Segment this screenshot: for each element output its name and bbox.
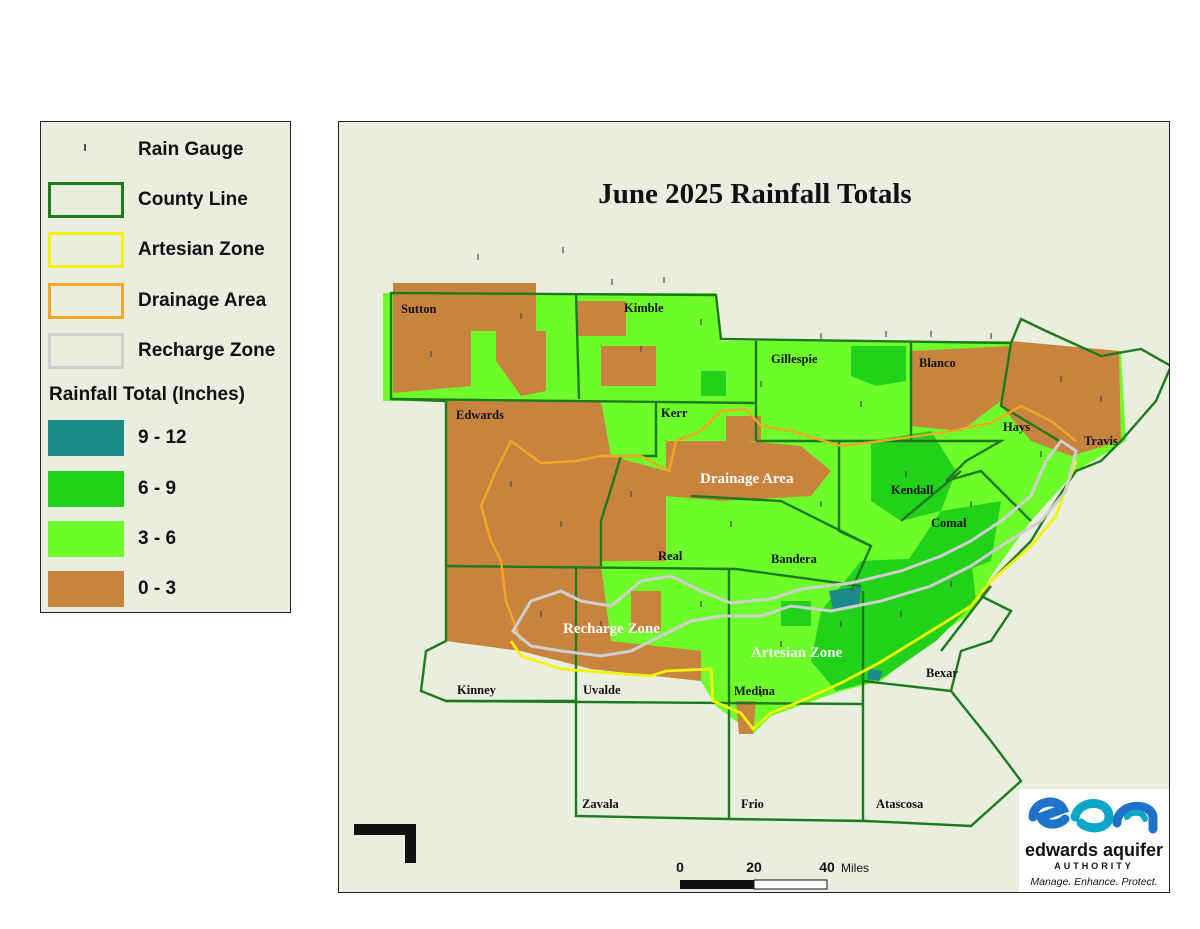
county-label-atascosa: Atascosa — [876, 797, 924, 811]
county-label-kerr: Kerr — [661, 406, 688, 420]
scale-unit: Miles — [841, 861, 869, 875]
scale-tick-40: 40 — [819, 859, 835, 875]
county-label-bexar: Bexar — [926, 666, 958, 680]
county-label-comal: Comal — [931, 516, 967, 530]
logo-tagline: Manage. Enhance. Protect. — [1030, 876, 1158, 888]
rain-gauge-icon — [84, 144, 86, 151]
legend-label: 0 - 3 — [138, 578, 177, 599]
scale-tick-0: 0 — [676, 859, 684, 875]
county-label-sutton: Sutton — [401, 302, 436, 316]
recharge-zone-boundary — [511, 438, 1078, 658]
scale-tick-20: 20 — [746, 859, 762, 875]
logo-authority: AUTHORITY — [1054, 861, 1134, 871]
legend-county-line: County Line — [41, 180, 290, 220]
eaa-logo: edwards aquifer AUTHORITY Manage. Enhanc… — [1019, 789, 1169, 892]
county-label-zavala: Zavala — [582, 797, 620, 811]
legend-class-6-9: 6 - 9 — [41, 469, 290, 509]
legend-recharge-zone: Recharge Zone — [41, 331, 290, 371]
legend-drainage-area: Drainage Area — [41, 281, 290, 321]
legend-label: 9 - 12 — [138, 427, 187, 448]
county-label-bandera: Bandera — [771, 552, 818, 566]
recharge-zone-swatch — [48, 333, 124, 369]
rain-gauges — [430, 247, 1102, 697]
legend-label: 6 - 9 — [138, 478, 177, 499]
class-swatch — [48, 420, 124, 456]
county-label-edwards: Edwards — [456, 408, 504, 422]
map-frame: Sutton Kimble Gillespie Blanco Edwards K… — [338, 121, 1170, 893]
class-swatch — [48, 521, 124, 557]
county-line-swatch — [48, 182, 124, 218]
legend-rain-gauge: Rain Gauge — [41, 130, 290, 170]
map-legend: Rain Gauge County Line Artesian Zone Dra… — [40, 121, 291, 613]
county-label-kendall: Kendall — [891, 483, 934, 497]
zone-label-artesian: Artesian Zone — [751, 645, 843, 661]
legend-label: Rain Gauge — [138, 139, 244, 160]
legend-label: County Line — [138, 189, 248, 210]
legend-label: 3 - 6 — [138, 528, 177, 549]
county-label-kimble: Kimble — [624, 301, 664, 315]
map-title: June 2025 Rainfall Totals — [598, 178, 911, 210]
scale-bar: 0 20 40 Miles — [676, 859, 869, 890]
drainage-area-boundary — [479, 404, 1077, 642]
county-label-gillespie: Gillespie — [771, 352, 818, 366]
class-swatch — [48, 571, 124, 607]
zone-label-recharge: Recharge Zone — [563, 621, 660, 637]
class-swatch — [48, 471, 124, 507]
logo-name: edwards aquifer — [1024, 840, 1164, 860]
county-label-real: Real — [658, 549, 683, 563]
legend-label: Recharge Zone — [138, 340, 276, 361]
county-label-medina: Medina — [734, 684, 776, 698]
county-label-kinney: Kinney — [457, 683, 497, 697]
county-label-hays: Hays — [1003, 420, 1030, 434]
legend-class-0-3: 0 - 3 — [41, 569, 290, 609]
artesian-zone-boundary — [509, 460, 1078, 732]
eaa-wave-logo-icon — [1028, 797, 1158, 834]
artesian-zone-swatch — [48, 232, 124, 268]
county-label-travis: Travis — [1084, 434, 1118, 448]
county-label-blanco: Blanco — [919, 356, 956, 370]
north-arrow-icon — [354, 824, 416, 863]
map-canvas: Sutton Kimble Gillespie Blanco Edwards K… — [354, 178, 1169, 890]
legend-artesian-zone: Artesian Zone — [41, 230, 290, 270]
rainfall-zone-0-3 — [393, 283, 1121, 734]
rainfall-zone-9-12 — [829, 586, 883, 681]
drainage-area-swatch — [48, 283, 124, 319]
legend-class-9-12: 9 - 12 — [41, 418, 290, 458]
zone-label-drainage: Drainage Area — [700, 471, 794, 487]
legend-label: Artesian Zone — [138, 239, 265, 260]
county-label-uvalde: Uvalde — [583, 683, 621, 697]
legend-label: Drainage Area — [138, 290, 267, 311]
legend-class-3-6: 3 - 6 — [41, 519, 290, 559]
county-label-frio: Frio — [741, 797, 764, 811]
rainfall-heading: Rainfall Total (Inches) — [49, 384, 246, 405]
